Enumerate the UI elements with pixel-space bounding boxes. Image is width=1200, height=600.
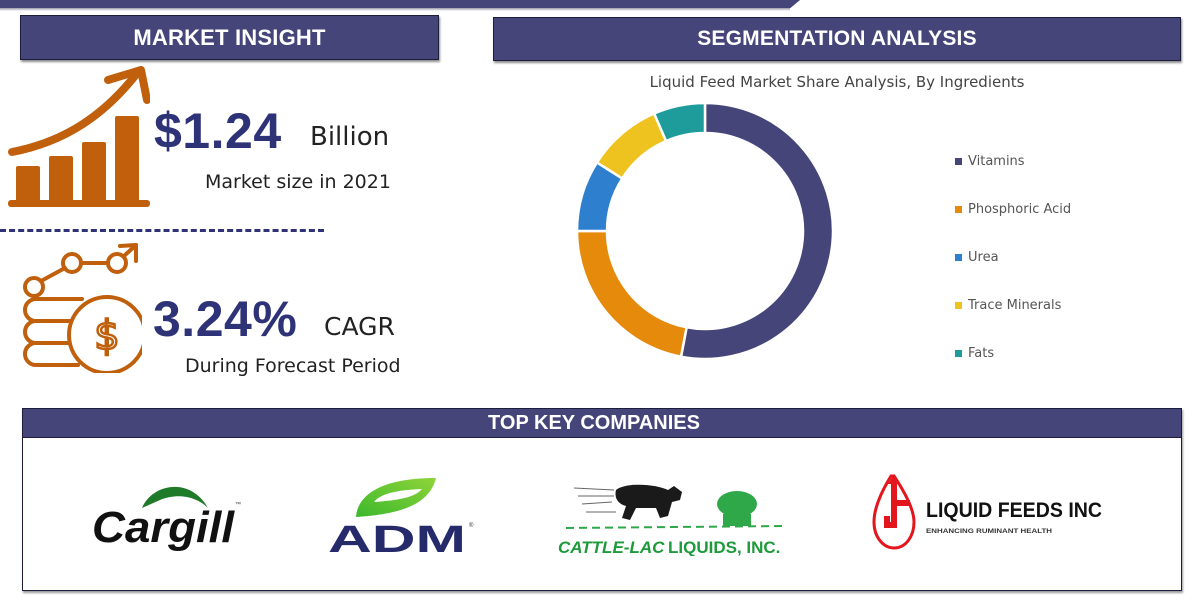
svg-text:™: ™ [235, 501, 241, 508]
segmentation-title: SEGMENTATION ANALYSIS [697, 27, 977, 50]
dashed-divider [0, 229, 324, 232]
legend-item: Fats [955, 329, 1071, 377]
market-size-value: $1.24 [154, 103, 282, 159]
donut-segment-trace-minerals [595, 111, 668, 181]
cagr-caption: During Forecast Period [185, 355, 401, 377]
donut-segment-phosphoric-acid [575, 229, 689, 359]
cargill-logo: Cargill ™ [90, 476, 250, 556]
growth-bar-chart-icon [4, 66, 151, 212]
donut-segment-fats [652, 101, 707, 143]
cagr-unit: CAGR [324, 312, 395, 341]
legend-label: Phosphoric Acid [968, 201, 1072, 217]
adm-logo: ADM ® [326, 472, 476, 561]
svg-text:ADM: ADM [328, 519, 466, 557]
legend-swatch [955, 301, 962, 309]
svg-text:LIQUIDS, INC.: LIQUIDS, INC. [668, 538, 780, 556]
svg-text:CATTLE-LAC: CATTLE-LAC [558, 538, 665, 556]
cattle-lac-logo: CATTLE-LAC LIQUIDS, INC. [556, 476, 806, 557]
top-companies-header: TOP KEY COMPANIES [23, 409, 1181, 438]
market-insight-title: MARKET INSIGHT [133, 24, 326, 50]
chart-legend: Vitamins Phosphoric Acid Urea Trace Mineral… [955, 137, 1071, 377]
legend-label: Urea [968, 249, 999, 265]
liquid-feeds-logo: LIQUID FEEDS INC ENHANCING RUMINANT HEAL… [870, 470, 1120, 550]
legend-swatch [955, 253, 962, 261]
top-companies-title: TOP KEY COMPANIES [488, 411, 700, 434]
segmentation-header: SEGMENTATION ANALYSIS [493, 17, 1181, 61]
legend-item: Phosphoric Acid [955, 185, 1071, 233]
legend-label: Fats [968, 345, 995, 361]
svg-text:®: ® [469, 522, 474, 529]
donut-segment-vitamins [679, 101, 835, 361]
coins-growth-icon: $ [12, 243, 147, 375]
market-insight-header: MARKET INSIGHT [20, 15, 439, 60]
legend-swatch [955, 349, 962, 357]
svg-text:LIQUID FEEDS INC: LIQUID FEEDS INC [926, 499, 1102, 522]
top-companies-panel: TOP KEY COMPANIES [22, 408, 1182, 591]
chart-title: Liquid Feed Market Share Analysis, By In… [649, 73, 1025, 91]
svg-text:Cargill: Cargill [92, 503, 235, 552]
top-banner-shadow [0, 8, 790, 11]
top-banner [0, 0, 800, 8]
legend-swatch [955, 205, 962, 213]
market-size-unit: Billion [310, 122, 390, 152]
donut-chart [575, 101, 835, 361]
legend-item: Trace Minerals [955, 281, 1071, 329]
market-size-caption: Market size in 2021 [205, 171, 391, 193]
legend-swatch [955, 157, 962, 165]
svg-text:ENHANCING RUMINANT HEALTH: ENHANCING RUMINANT HEALTH [926, 528, 1052, 535]
legend-item: Vitamins [955, 137, 1071, 185]
legend-label: Trace Minerals [968, 297, 1062, 313]
cagr-value: 3.24% [153, 291, 298, 347]
svg-text:$: $ [94, 313, 119, 359]
legend-label: Vitamins [968, 153, 1025, 169]
legend-item: Urea [955, 233, 1071, 281]
